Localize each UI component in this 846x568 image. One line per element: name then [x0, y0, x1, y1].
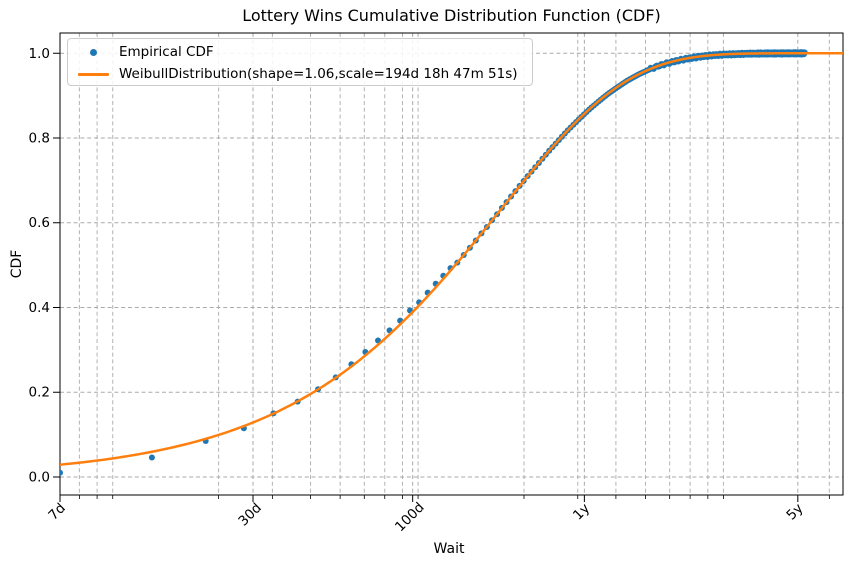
legend-label: WeibullDistribution(shape=1.06,scale=194…: [119, 66, 518, 82]
y-tick-label: 0.4: [29, 300, 50, 316]
y-tick-label: 0.8: [29, 131, 50, 147]
line-marker-icon: [74, 72, 112, 76]
legend: Empirical CDF WeibullDistribution(shape=…: [67, 38, 533, 86]
y-tick-label: 0.0: [29, 469, 50, 485]
legend-label: Empirical CDF: [119, 44, 214, 60]
axes-spines: [59, 32, 844, 496]
x-tick-label: 1y: [570, 500, 593, 523]
y-axis-label: CDF: [9, 249, 25, 279]
x-tick-label: 100d: [392, 499, 428, 535]
legend-entry-empirical: Empirical CDF: [68, 41, 532, 63]
empirical-cdf-points: [60, 49, 808, 476]
weibull-fit-curve: [60, 52, 843, 466]
chart-title: Lottery Wins Cumulative Distribution Fun…: [242, 6, 661, 25]
y-tick-label: 1.0: [29, 46, 50, 62]
scatter-marker-icon: [74, 48, 112, 56]
y-tick-label: 0.2: [29, 385, 50, 401]
x-tick-label: 7d: [45, 500, 68, 523]
line-icon: [77, 72, 109, 76]
data-point: [60, 469, 63, 476]
data-point: [148, 454, 155, 461]
dot-icon: [89, 48, 97, 56]
x-axis-label: Wait: [433, 541, 465, 557]
fit-line: [60, 52, 843, 466]
x-tick-label: 5y: [783, 500, 806, 523]
x-tick-label: 30d: [235, 500, 265, 530]
legend-entry-weibull: WeibullDistribution(shape=1.06,scale=194…: [68, 63, 532, 85]
y-tick-label: 0.6: [29, 215, 50, 231]
